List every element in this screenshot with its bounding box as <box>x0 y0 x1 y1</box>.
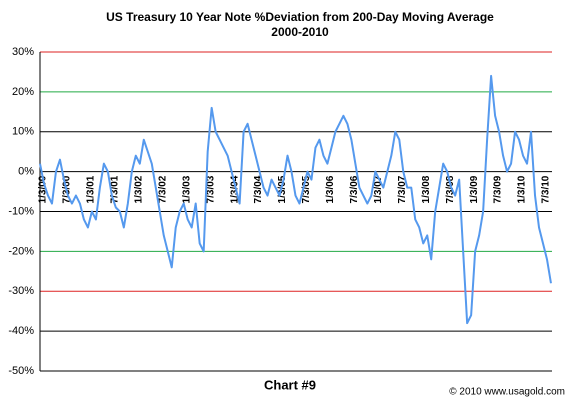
y-tick-label: 10% <box>12 126 34 138</box>
y-tick-label: 0% <box>18 166 34 178</box>
x-tick-label: 1/3/08 <box>421 175 432 203</box>
x-tick-label: 7/3/01 <box>109 175 120 203</box>
x-tick-label: 7/3/03 <box>205 175 216 203</box>
x-tick-label: 1/3/00 <box>38 175 49 203</box>
y-tick-label: 20% <box>12 86 34 98</box>
data-line <box>39 74 552 325</box>
y-tick-label: -30% <box>8 285 34 297</box>
x-tick-label: 1/3/10 <box>517 175 528 203</box>
x-tick-label: 1/3/04 <box>229 175 240 203</box>
x-tick-label: 7/3/09 <box>493 175 504 203</box>
x-tick-label: 7/3/04 <box>253 175 264 203</box>
credit: © 2010 www.usagold.com <box>449 387 565 398</box>
x-tick-label: 7/3/10 <box>541 175 552 203</box>
x-tick-label: 7/3/08 <box>445 175 456 203</box>
y-tick-label: -50% <box>8 365 34 377</box>
x-tick-label: 7/3/05 <box>301 175 312 203</box>
y-tick-label: -40% <box>8 325 34 337</box>
chart-subtitle: 2000-2010 <box>271 25 329 39</box>
x-tick-label: 7/3/06 <box>349 175 360 203</box>
y-tick-label: -20% <box>8 245 34 257</box>
x-tick-label: 7/3/07 <box>397 175 408 203</box>
y-tick-label: 30% <box>12 46 34 58</box>
x-tick-label: 1/3/09 <box>469 175 480 203</box>
x-tick-label: 1/3/07 <box>373 175 384 203</box>
x-tick-label: 1/3/01 <box>86 175 97 203</box>
x-tick-label: 1/3/02 <box>133 175 144 203</box>
y-tick-label: -10% <box>8 205 34 217</box>
chart-caption: Chart #9 <box>264 377 316 392</box>
x-tick-label: 7/3/02 <box>157 175 168 203</box>
x-tick-label: 1/3/06 <box>325 175 336 203</box>
chart-title: US Treasury 10 Year Note %Deviation from… <box>106 10 494 24</box>
x-tick-label: 1/3/03 <box>181 175 192 203</box>
x-tick-label: 1/3/05 <box>277 175 288 203</box>
